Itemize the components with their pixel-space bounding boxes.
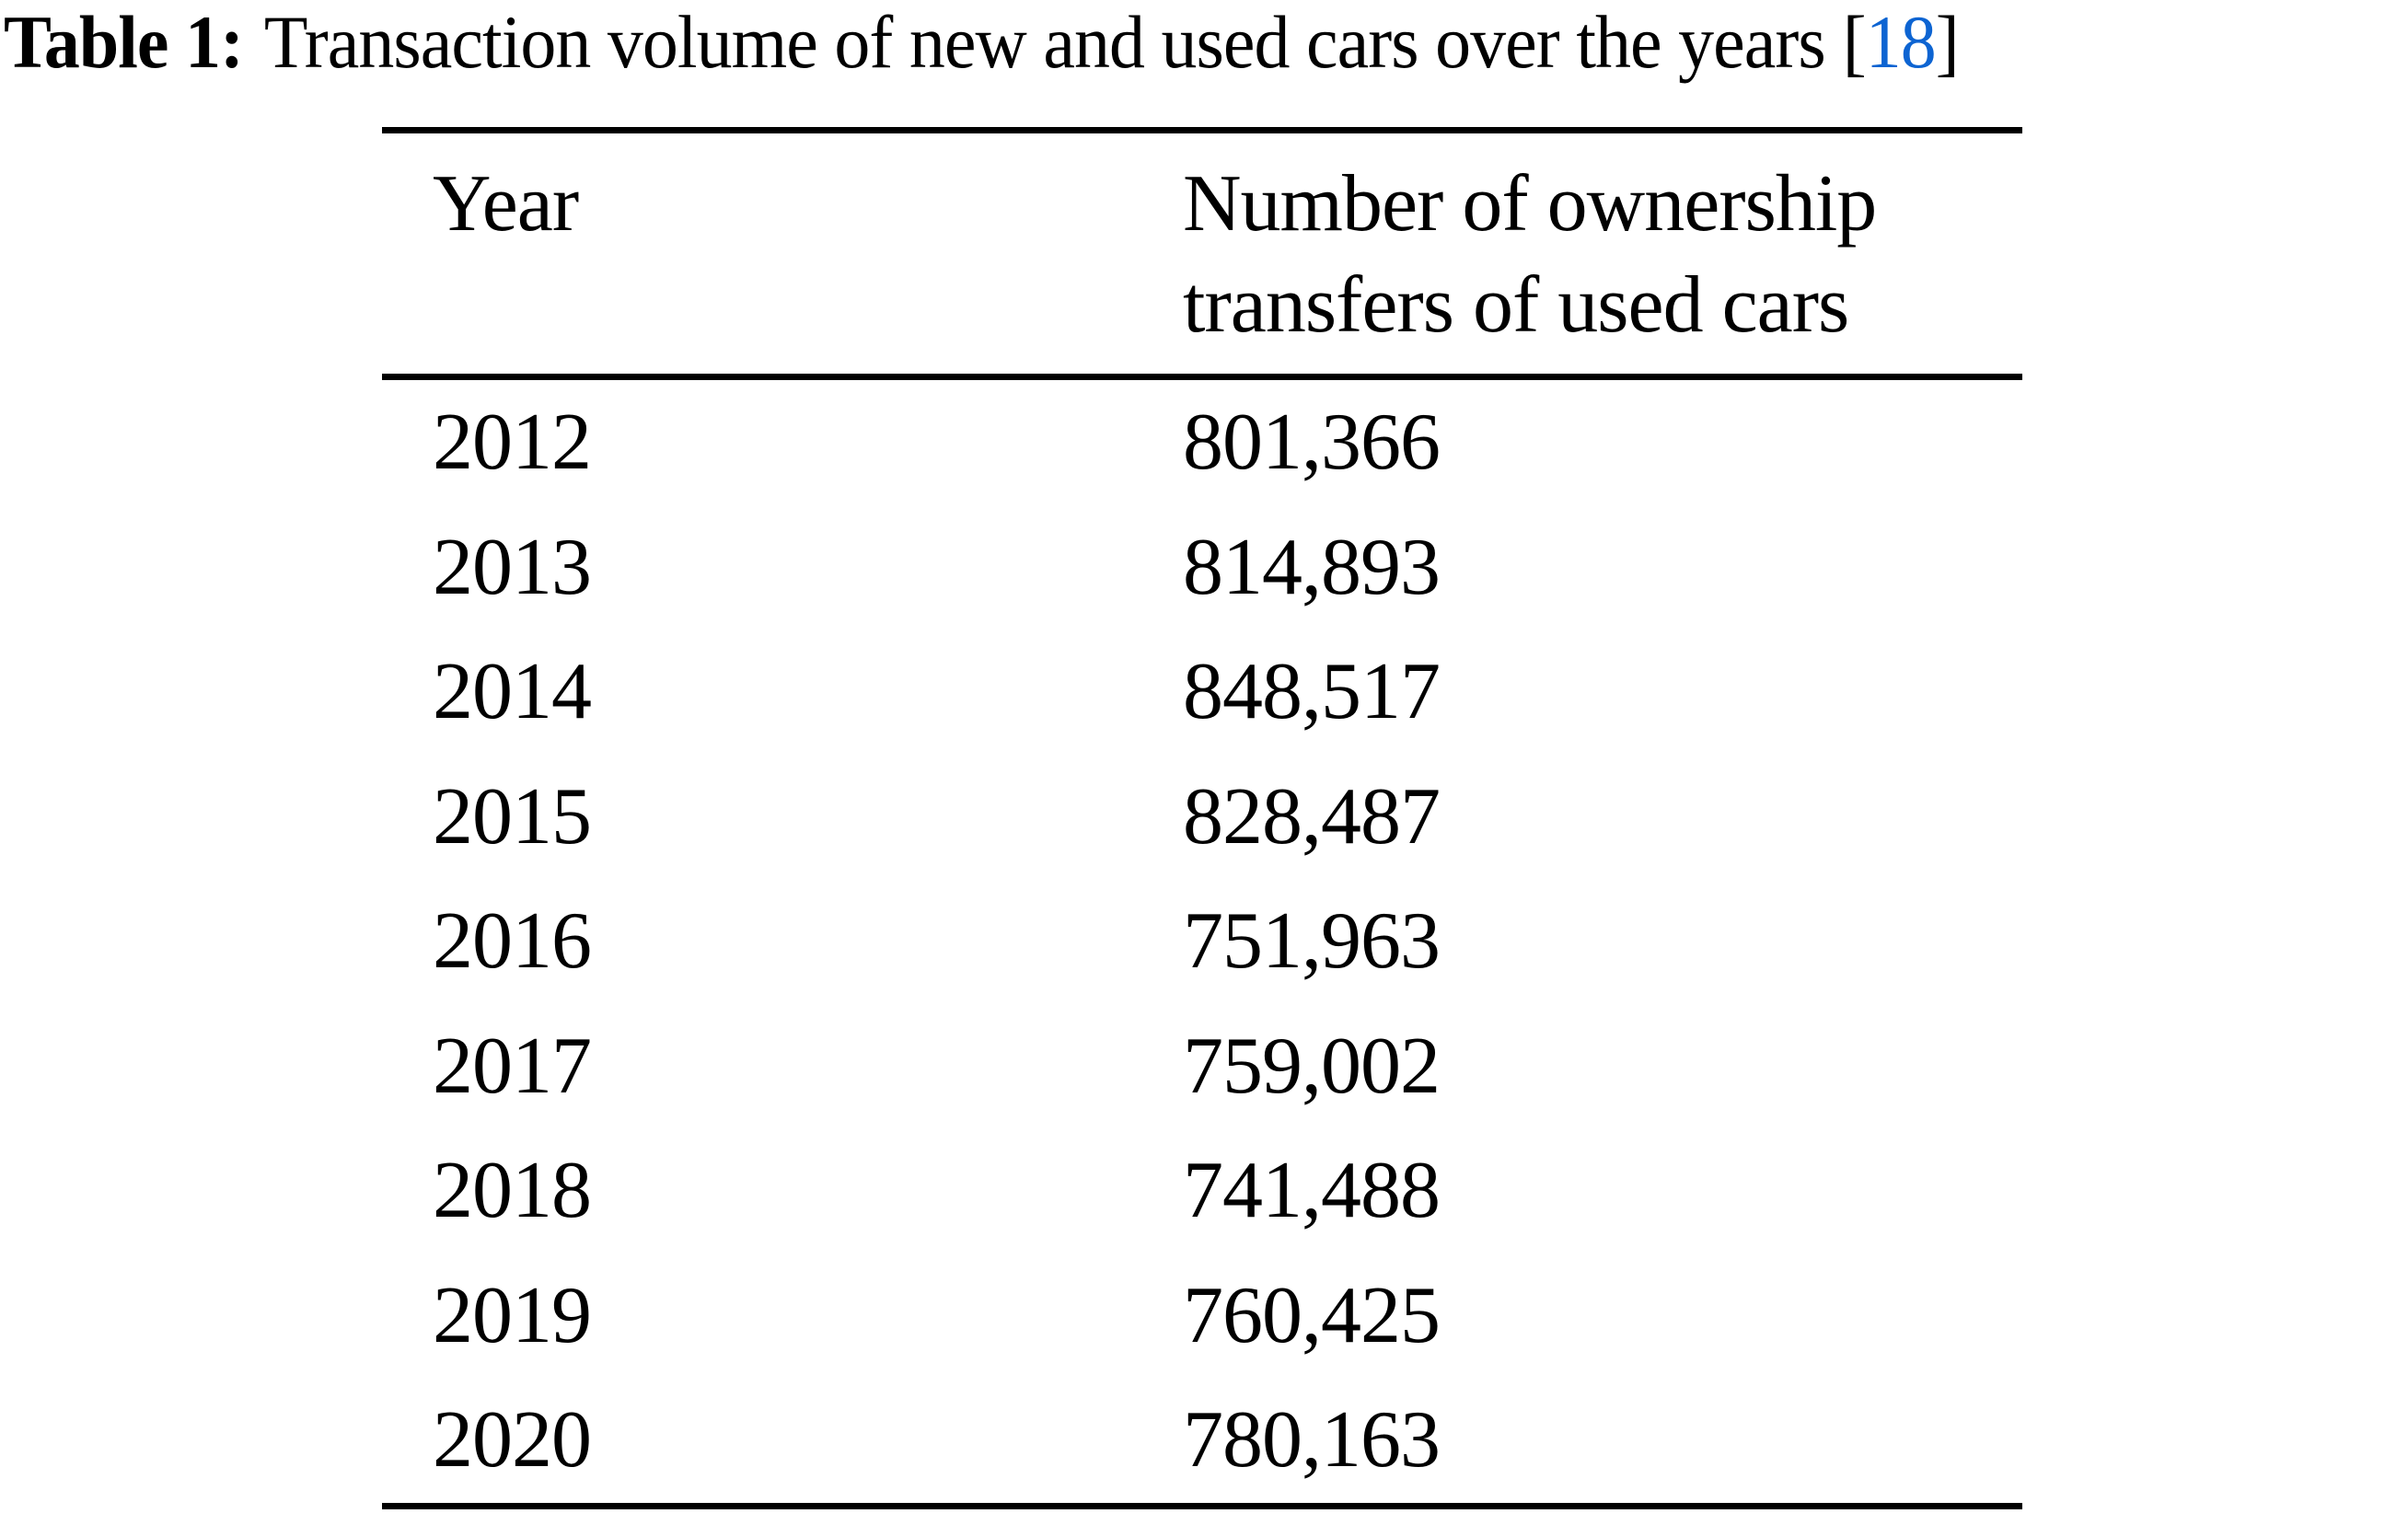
table-row: 2019 760,425: [382, 1254, 2022, 1379]
header-value: Number of ownership transfers of used ca…: [1183, 154, 2022, 356]
table-bottom-rule: [382, 1502, 2022, 1509]
citation-bracket-close: ]: [1935, 0, 1960, 84]
year-cell: 2013: [433, 522, 592, 612]
table-row: 2016 751,963: [382, 879, 2022, 1004]
value-cell: 848,517: [1183, 647, 1441, 736]
data-table: Year Number of ownership transfers of us…: [382, 127, 2022, 1509]
value-cell: 814,893: [1183, 522, 1441, 612]
citation-link[interactable]: 18: [1865, 0, 1937, 84]
table-caption-text: Transaction volume of new and used cars …: [263, 0, 1826, 84]
year-cell: 2016: [433, 896, 592, 986]
value-cell: 780,163: [1183, 1395, 1441, 1485]
table-row: 2015 828,487: [382, 755, 2022, 880]
year-cell: 2017: [433, 1021, 592, 1111]
table-top-rule: [382, 127, 2022, 133]
header-value-line2: transfers of used cars: [1183, 260, 1849, 350]
year-cell: 2020: [433, 1395, 592, 1485]
header-value-line1: Number of ownership: [1183, 159, 1877, 248]
citation-bracket-open: [: [1842, 0, 1867, 84]
citation: [18]: [1842, 0, 1960, 84]
table-mid-rule: [382, 374, 2022, 380]
table-row: 2020 780,163: [382, 1378, 2022, 1503]
table-caption: Table 1: Transaction volume of new and us…: [4, 0, 1960, 90]
table-row: 2014 848,517: [382, 630, 2022, 755]
table-row: 2018 741,488: [382, 1128, 2022, 1254]
table-header-row: Year Number of ownership transfers of us…: [382, 133, 2022, 374]
table-row: 2013 814,893: [382, 505, 2022, 630]
year-cell: 2018: [433, 1146, 592, 1235]
table-row: 2017 759,002: [382, 1004, 2022, 1129]
table-caption-label: Table 1:: [4, 0, 244, 84]
year-cell: 2014: [433, 647, 592, 736]
value-cell: 801,366: [1183, 398, 1441, 487]
value-cell: 741,488: [1183, 1146, 1441, 1235]
value-cell: 828,487: [1183, 771, 1441, 861]
year-cell: 2019: [433, 1270, 592, 1360]
value-cell: 759,002: [1183, 1021, 1441, 1111]
year-cell: 2015: [433, 771, 592, 861]
header-year: Year: [433, 159, 579, 248]
table-row: 2012 801,366: [382, 380, 2022, 505]
value-cell: 760,425: [1183, 1270, 1441, 1360]
year-cell: 2012: [433, 398, 592, 487]
value-cell: 751,963: [1183, 896, 1441, 986]
